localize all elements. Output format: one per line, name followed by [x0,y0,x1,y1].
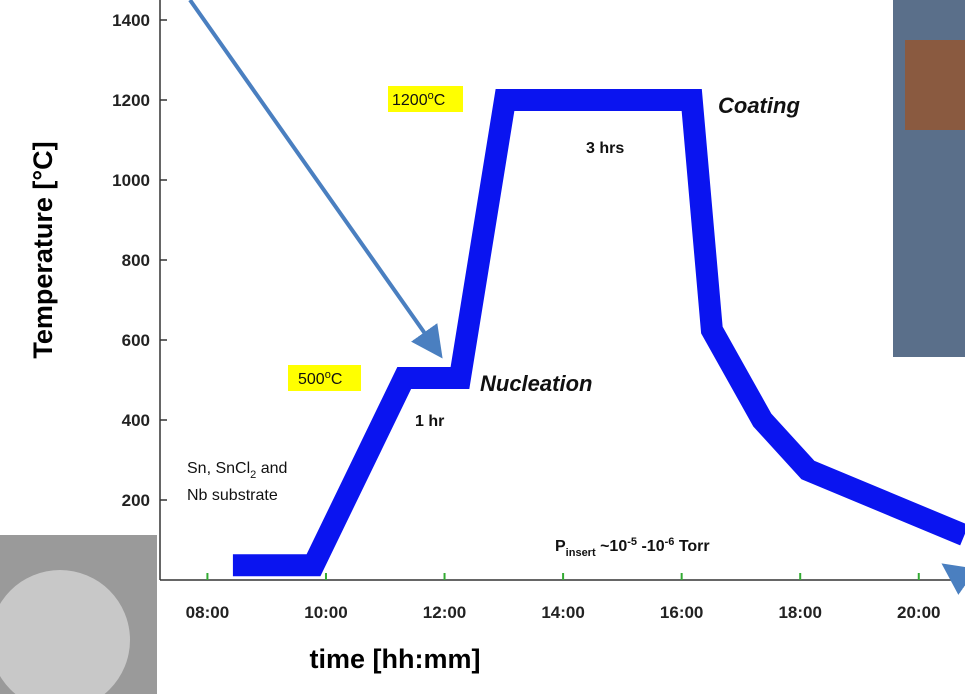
x-tick-label: 20:00 [897,603,940,622]
x-tick-label: 18:00 [778,603,821,622]
y-axis-title: Temperature [°C] [28,141,58,358]
arrow [941,563,965,595]
photo-disk [0,570,130,694]
y-tick-label: 600 [122,331,150,350]
annotation: 500oC [298,369,342,388]
y-tick-label: 1200 [112,91,150,110]
x-tick-label: 12:00 [423,603,466,622]
annotation: Coating [718,93,800,118]
annotation: Sn, SnCl2 and [187,460,287,481]
x-tick-label: 08:00 [186,603,229,622]
y-tick-label: 1000 [112,171,150,190]
arrow [188,0,443,359]
y-tick-label: 400 [122,411,150,430]
annotation: Nb substrate [187,487,278,504]
y-tick-label: 200 [122,491,150,510]
data-line [232,89,965,577]
y-tick-label: 1400 [112,11,150,30]
x-tick-label: 10:00 [304,603,347,622]
x-tick-label: 16:00 [660,603,703,622]
annotation: 1 hr [415,413,444,430]
highlight [388,86,463,112]
photo-detail [905,40,965,130]
x-axis-title: time [hh:mm] [310,644,481,674]
annotation: 1200oC [392,90,445,109]
y-tick-label: 800 [122,251,150,270]
annotation: 3 hrs [586,140,624,157]
annotation: Nucleation [480,371,592,396]
highlight [288,365,361,391]
x-tick-label: 14:00 [541,603,584,622]
annotation: Pinsert ~10-5 -10-6 Torr [555,536,710,559]
